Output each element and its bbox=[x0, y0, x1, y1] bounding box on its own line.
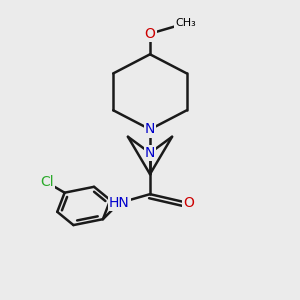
Text: O: O bbox=[183, 196, 194, 210]
Text: N: N bbox=[145, 122, 155, 136]
Text: O: O bbox=[145, 27, 155, 41]
Text: CH₃: CH₃ bbox=[175, 18, 196, 28]
Text: N: N bbox=[145, 146, 155, 160]
Text: HN: HN bbox=[109, 196, 130, 210]
Text: Cl: Cl bbox=[40, 176, 54, 189]
